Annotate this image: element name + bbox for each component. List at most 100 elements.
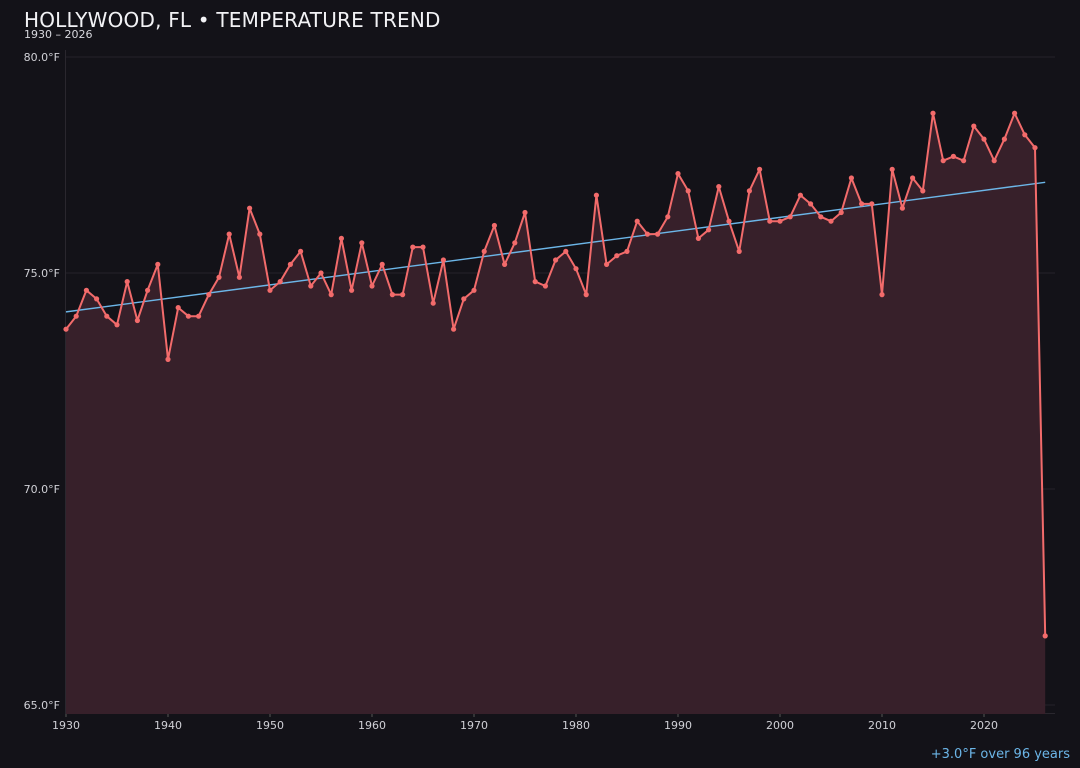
- data-point: [736, 248, 742, 254]
- data-point: [491, 222, 497, 229]
- chart-subtitle: 1930 – 2026: [24, 28, 93, 41]
- data-point: [461, 296, 467, 302]
- data-point: [73, 313, 79, 319]
- y-tick-label: 80.0°F: [24, 51, 60, 64]
- data-point: [83, 287, 89, 293]
- data-point: [675, 171, 681, 177]
- x-tick-label: 2010: [868, 719, 896, 732]
- y-tick-label: 70.0°F: [24, 483, 60, 496]
- data-point: [124, 279, 130, 285]
- data-point: [981, 136, 987, 142]
- data-point: [573, 266, 579, 272]
- data-point: [930, 110, 936, 116]
- y-tick-label: 65.0°F: [24, 699, 60, 712]
- data-point: [818, 214, 824, 220]
- x-tick-label: 2020: [970, 719, 998, 732]
- data-point: [430, 300, 436, 306]
- data-point: [257, 231, 263, 237]
- x-tick-label: 1930: [52, 719, 80, 732]
- data-point: [1022, 132, 1028, 138]
- data-point: [685, 188, 691, 194]
- x-tick-label: 1960: [358, 719, 386, 732]
- data-points: [63, 110, 1048, 639]
- data-point: [1032, 145, 1038, 151]
- data-point: [991, 158, 997, 164]
- data-point: [267, 287, 273, 293]
- x-tick-label: 2000: [766, 719, 794, 732]
- data-point: [287, 261, 293, 267]
- data-point: [308, 283, 314, 289]
- x-tick-label: 1970: [460, 719, 488, 732]
- trend-line: [65, 181, 1046, 313]
- data-point: [185, 313, 191, 319]
- data-point: [777, 218, 783, 224]
- data-point: [400, 292, 406, 298]
- x-axis-ticks: 1930 1940 1950 1960 1970 1980 1990 2000 2010 2020: [52, 714, 998, 732]
- temperature-area-fill: [66, 113, 1046, 714]
- data-point: [369, 283, 375, 289]
- data-point: [542, 283, 549, 289]
- x-tick-label: 1950: [256, 719, 284, 732]
- data-point: [634, 218, 640, 224]
- data-point: [440, 257, 446, 263]
- data-point: [451, 326, 457, 332]
- data-point: [604, 261, 610, 267]
- y-tick-label: 75.0°F: [24, 267, 60, 280]
- data-point: [522, 209, 528, 216]
- data-point: [134, 317, 140, 324]
- data-point: [155, 261, 161, 267]
- data-point: [410, 244, 416, 250]
- data-point: [471, 287, 477, 293]
- data-point: [63, 326, 69, 332]
- data-point: [196, 313, 202, 319]
- chart-title: HOLLYWOOD, FL • TEMPERATURE TREND: [24, 8, 441, 32]
- data-point: [236, 274, 242, 280]
- data-point: [828, 218, 834, 224]
- data-point: [879, 292, 885, 298]
- data-point: [145, 287, 151, 293]
- data-point: [175, 305, 181, 311]
- data-point: [848, 175, 855, 181]
- x-tick-label: 1990: [664, 719, 692, 732]
- data-point: [104, 313, 110, 319]
- data-point: [359, 240, 365, 246]
- data-point: [216, 274, 222, 280]
- data-point: [971, 123, 977, 129]
- data-point: [1042, 633, 1048, 639]
- data-point: [593, 192, 600, 198]
- x-tick-label: 1940: [154, 719, 182, 732]
- data-point: [726, 218, 732, 224]
- data-point: [889, 166, 895, 172]
- data-point: [379, 261, 385, 267]
- data-point: [614, 253, 620, 259]
- data-point: [950, 153, 957, 159]
- data-point: [859, 201, 865, 207]
- data-point: [298, 248, 304, 254]
- data-point: [512, 240, 518, 246]
- data-point: [277, 279, 283, 285]
- data-point: [94, 296, 100, 302]
- data-point: [920, 188, 926, 194]
- data-point: [899, 205, 906, 211]
- data-point: [797, 192, 804, 198]
- data-point: [165, 356, 171, 362]
- data-point: [665, 214, 671, 220]
- data-point: [553, 257, 559, 263]
- data-point: [338, 235, 344, 241]
- data-point: [624, 248, 630, 254]
- data-point: [247, 205, 253, 211]
- trend-annotation: +3.0°F over 96 years: [930, 747, 1070, 762]
- data-point: [655, 231, 661, 237]
- data-point: [1012, 110, 1018, 116]
- data-point: [644, 231, 651, 237]
- data-point: [563, 248, 569, 254]
- data-point: [940, 158, 946, 164]
- data-point: [767, 218, 773, 224]
- data-point: [961, 158, 967, 164]
- data-point: [502, 261, 508, 267]
- data-point: [706, 227, 712, 233]
- data-point: [206, 292, 212, 298]
- data-point: [389, 292, 395, 298]
- data-point: [226, 231, 232, 237]
- data-point: [869, 201, 875, 207]
